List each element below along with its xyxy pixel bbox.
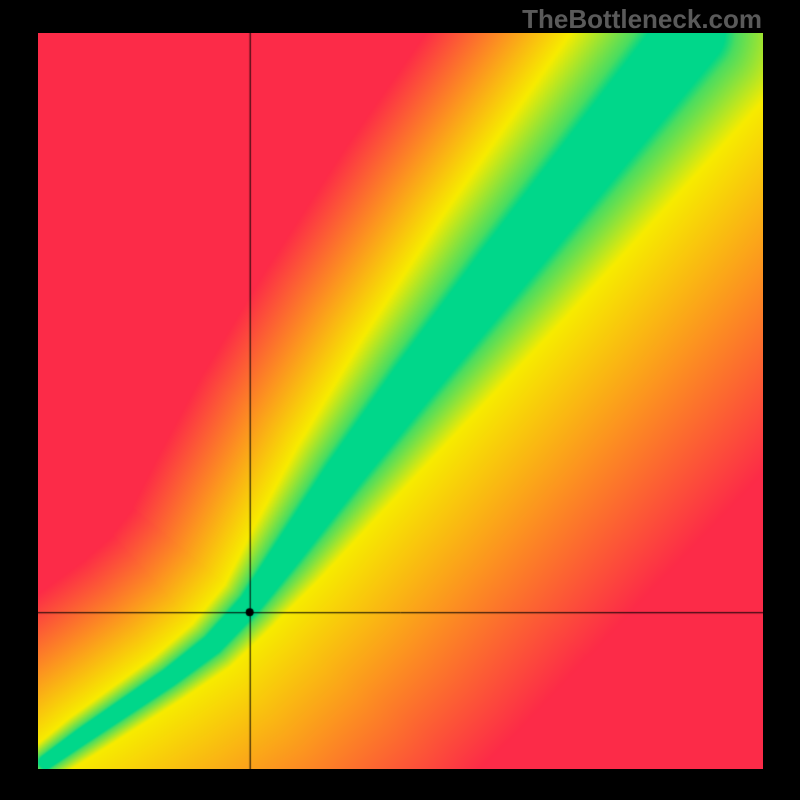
chart-wrapper: TheBottleneck.com	[0, 0, 800, 800]
bottleneck-heatmap	[38, 33, 763, 769]
watermark-text: TheBottleneck.com	[522, 4, 762, 35]
